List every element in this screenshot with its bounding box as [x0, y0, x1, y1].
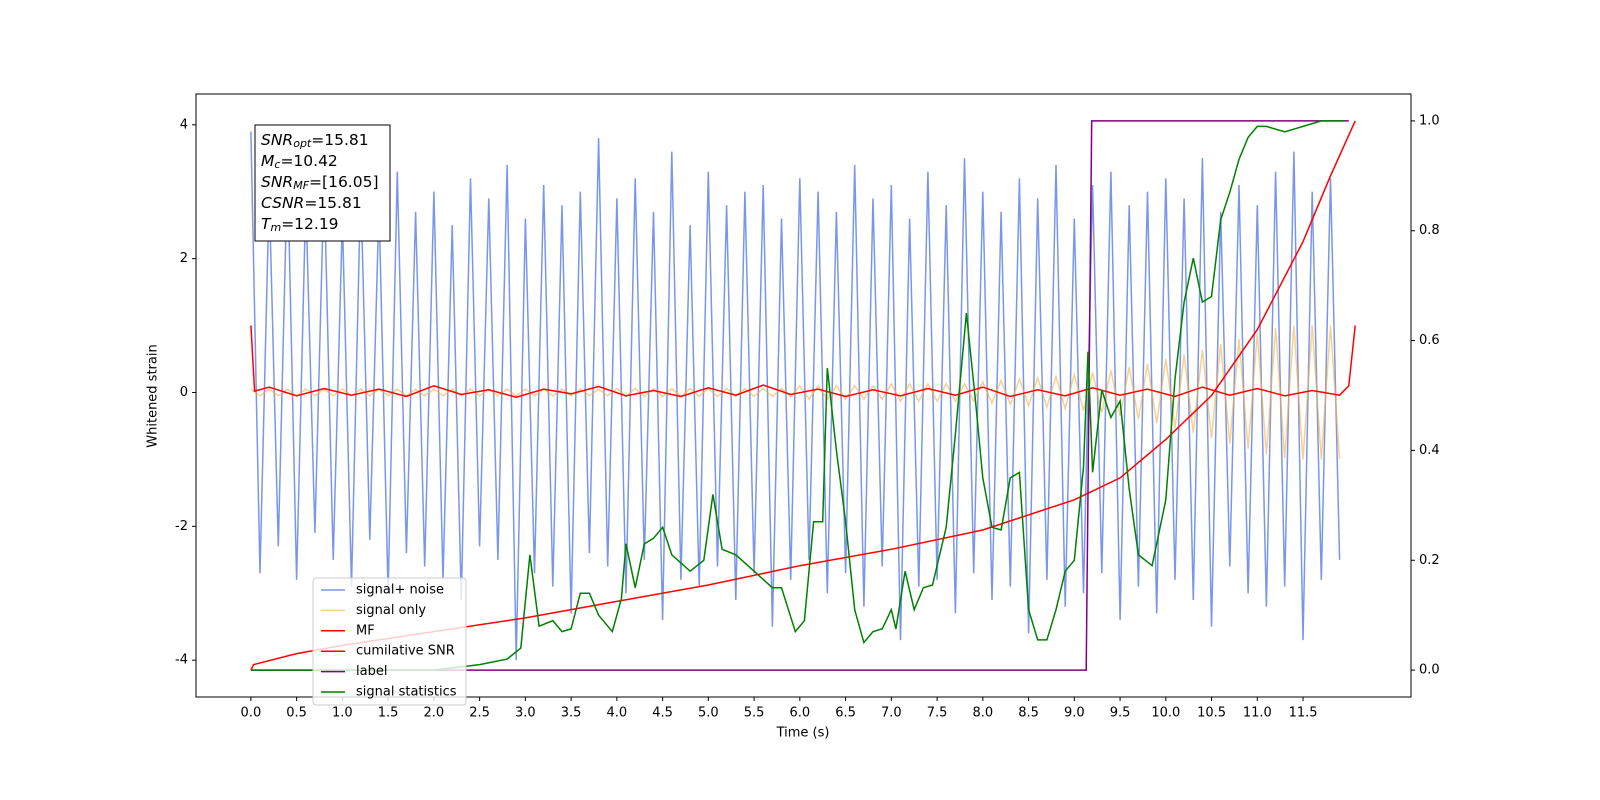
x-tick-label: 6.0	[789, 706, 810, 721]
x-tick-label: 10.5	[1197, 706, 1226, 721]
y-axis-label: Whitened strain	[146, 344, 161, 447]
y2-tick-label: 0.0	[1419, 663, 1440, 678]
annotation: SNRMF=[16.05]	[261, 173, 379, 193]
annotation-sub: c	[274, 158, 280, 171]
x-tick-label: 9.5	[1110, 706, 1131, 721]
annotation-text: =10.42	[280, 152, 337, 170]
annotation-text: =12.19	[281, 215, 338, 233]
x-tick-label: 11.0	[1243, 706, 1272, 721]
annotation-symbol: CSNR	[261, 194, 304, 212]
x-tick-label: 4.0	[607, 706, 628, 721]
x-tick-label: 9.0	[1064, 706, 1085, 721]
series-line	[250, 120, 1345, 671]
series-line	[250, 131, 1341, 661]
y-tick-label: -2	[175, 519, 188, 534]
x-tick-label: 2.0	[424, 706, 445, 721]
annotation-sub: MF	[293, 179, 309, 192]
y-tick-label: -4	[175, 653, 188, 668]
annotation-symbol: SNR	[261, 173, 293, 191]
y2-tick-label: 1.0	[1419, 113, 1440, 128]
x-axis-label: Time (s)	[776, 726, 830, 741]
legend: signal+ noise signal only MF cumilative SNR…	[312, 577, 467, 706]
y2-tick-label: 0.4	[1419, 443, 1440, 458]
annotation-text: =15.81	[304, 194, 361, 212]
x-tick-label: 8.5	[1018, 706, 1039, 721]
series-line	[250, 325, 1356, 398]
legend-label: cumilative SNR	[356, 644, 455, 659]
x-tick-label: 4.5	[652, 706, 673, 721]
x-tick-label: 5.5	[744, 706, 765, 721]
x-tick-label: 7.0	[881, 706, 902, 721]
y2-tick-label: 0.8	[1419, 223, 1440, 238]
annotation-symbol: M	[261, 152, 274, 170]
y-tick-label: 4	[180, 117, 188, 132]
x-tick-label: 0.0	[241, 706, 262, 721]
annotation: CSNR=15.81	[261, 194, 362, 212]
y2-tick-label: 0.6	[1419, 333, 1440, 348]
y-tick-label: 2	[180, 251, 188, 266]
annotation-symbol: T	[261, 215, 272, 233]
x-tick-label: 1.5	[378, 706, 399, 721]
annotation-text: =15.81	[311, 131, 368, 149]
y2-tick-label: 0.2	[1419, 553, 1440, 568]
x-tick-label: 3.0	[515, 706, 536, 721]
legend-label: signal statistics	[356, 685, 457, 700]
annotation-sub: m	[270, 221, 281, 234]
annotation-symbol: SNR	[261, 131, 293, 149]
annotation: Mc=10.42	[261, 152, 338, 172]
legend-label: label	[356, 664, 387, 679]
x-tick-label: 10.0	[1151, 706, 1180, 721]
x-tick-label: 7.5	[927, 706, 948, 721]
x-tick-label: 11.5	[1289, 706, 1318, 721]
x-tick-label: 5.0	[698, 706, 719, 721]
x-tick-label: 2.5	[469, 706, 490, 721]
legend-label: signal+ noise	[356, 583, 444, 598]
annotation-text: =[16.05]	[309, 173, 378, 191]
annotation-sub: opt	[293, 137, 312, 150]
annotation-box	[254, 124, 391, 242]
annotation: Tm=12.19	[261, 215, 339, 235]
x-tick-label: 1.0	[332, 706, 353, 721]
x-tick-label: 0.5	[286, 706, 307, 721]
annotation: SNRopt=15.81	[261, 131, 369, 151]
legend-box	[312, 577, 467, 706]
plot-frame	[195, 93, 1412, 698]
y-tick-label: 0	[180, 385, 188, 400]
x-tick-label: 6.5	[835, 706, 856, 721]
series-line	[250, 325, 1341, 460]
x-tick-label: 8.0	[972, 706, 993, 721]
legend-label: signal only	[356, 603, 426, 618]
x-tick-label: 3.5	[561, 706, 582, 721]
legend-label: MF	[356, 623, 375, 638]
